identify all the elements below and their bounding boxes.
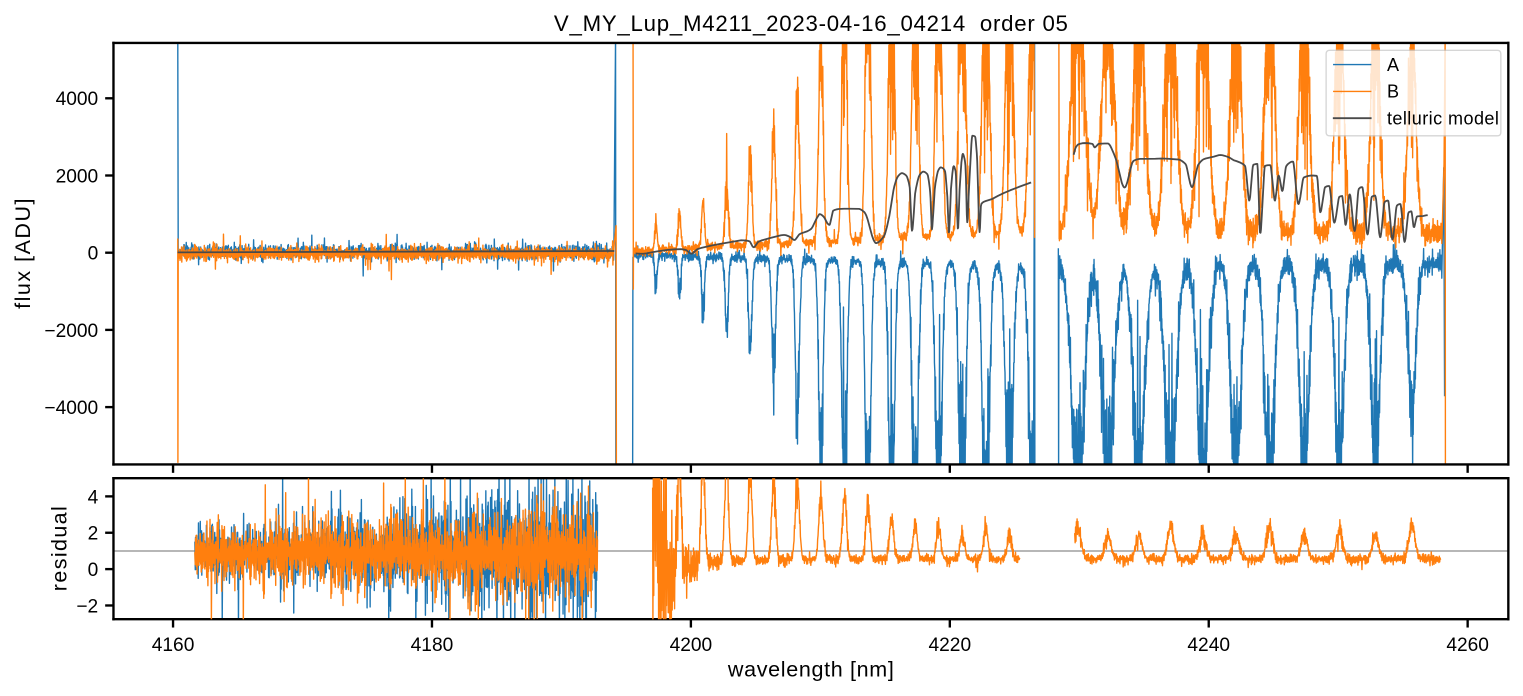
svg-text:flux [ADU]: flux [ADU]: [11, 198, 35, 308]
svg-text:4260: 4260: [1446, 635, 1489, 656]
svg-text:−2: −2: [76, 596, 98, 617]
svg-text:−4000: −4000: [44, 398, 98, 419]
svg-text:0: 0: [88, 244, 99, 265]
svg-text:4180: 4180: [411, 635, 454, 656]
svg-text:A: A: [1387, 55, 1399, 75]
svg-text:2: 2: [88, 524, 99, 545]
svg-text:4200: 4200: [670, 635, 713, 656]
svg-text:residual: residual: [47, 506, 71, 591]
svg-text:telluric model: telluric model: [1387, 108, 1499, 128]
svg-text:4: 4: [88, 487, 99, 508]
svg-text:−2000: −2000: [44, 321, 98, 342]
svg-text:4000: 4000: [56, 89, 99, 110]
svg-text:wavelength [nm]: wavelength [nm]: [727, 657, 894, 681]
svg-text:4240: 4240: [1187, 635, 1230, 656]
svg-text:4160: 4160: [152, 635, 195, 656]
svg-text:V_MY_Lup_M4211_2023-04-16_0421: V_MY_Lup_M4211_2023-04-16_04214 order 05: [554, 11, 1068, 36]
svg-text:0: 0: [88, 560, 99, 581]
svg-text:2000: 2000: [56, 166, 99, 187]
svg-text:4220: 4220: [928, 635, 971, 656]
svg-text:B: B: [1387, 82, 1399, 102]
